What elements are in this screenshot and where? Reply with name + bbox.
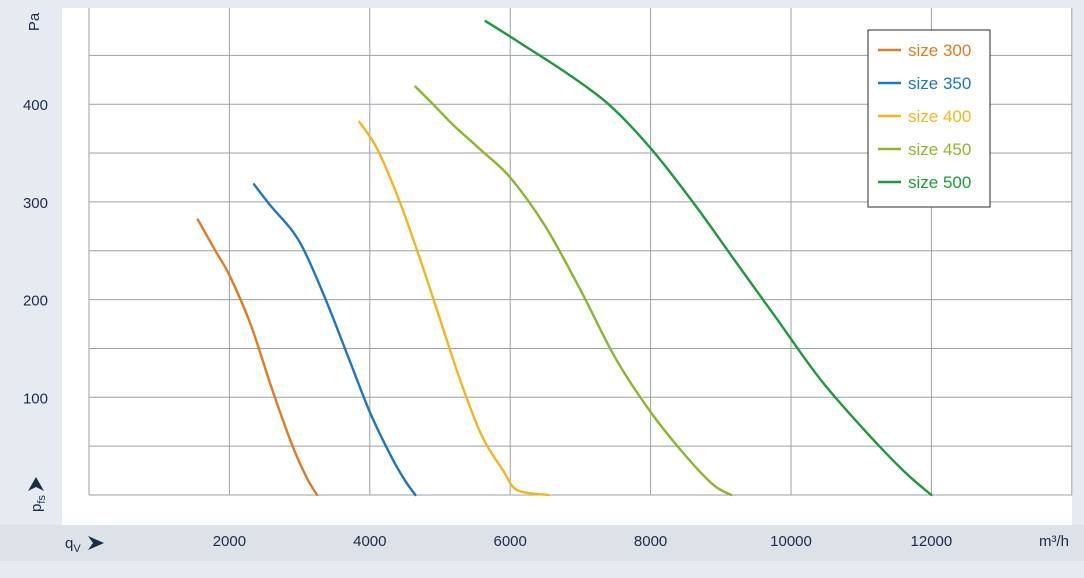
y-axis-arrow-icon xyxy=(28,477,44,491)
x-unit-label: m³/h xyxy=(1039,533,1069,550)
y-tick-label: 100 xyxy=(23,390,48,407)
svg-text:pfs: pfs xyxy=(28,495,48,512)
x-axis-label-sub: V xyxy=(73,543,81,555)
series-lines xyxy=(196,20,933,497)
series-line-size-450 xyxy=(414,85,733,497)
y-tick-label: 400 xyxy=(23,97,48,114)
legend-label-size-350: size 350 xyxy=(908,74,971,93)
legend-label-size-300: size 300 xyxy=(908,41,971,60)
series-line-size-350 xyxy=(252,183,417,497)
y-unit-label: Pa xyxy=(26,12,43,31)
x-axis-arrow-icon xyxy=(88,536,104,550)
x-tick-label: 6000 xyxy=(494,533,527,550)
y-axis-label-sub: fs xyxy=(36,495,48,504)
x-tick-label: 2000 xyxy=(213,533,246,550)
series-line-size-400 xyxy=(358,120,550,497)
y-tick-labels: 100 200 300 400 xyxy=(23,97,48,407)
x-tick-label: 4000 xyxy=(353,533,386,550)
x-tick-label: 8000 xyxy=(634,533,667,550)
legend-box xyxy=(867,29,991,208)
x-tick-label: 12000 xyxy=(911,533,953,550)
x-tick-label: 10000 xyxy=(770,533,812,550)
y-tick-label: 300 xyxy=(23,195,48,212)
x-axis-band xyxy=(0,525,1084,561)
x-axis-label: qV xyxy=(65,535,81,555)
x-axis-label-main: q xyxy=(65,535,73,552)
series-line-size-500 xyxy=(484,20,933,497)
series-line-size-300 xyxy=(196,218,319,497)
legend: size 300 size 350 size 400 size 450 size 500 xyxy=(867,29,991,208)
y-axis-label: pfs xyxy=(28,495,48,512)
y-tick-label: 200 xyxy=(23,293,48,310)
x-tick-labels: 2000 4000 6000 8000 10000 12000 xyxy=(213,533,953,550)
y-axis-label-main: p xyxy=(28,504,45,512)
legend-label-size-450: size 450 xyxy=(908,140,971,159)
legend-label-size-500: size 500 xyxy=(908,173,971,192)
legend-label-size-400: size 400 xyxy=(908,107,971,126)
